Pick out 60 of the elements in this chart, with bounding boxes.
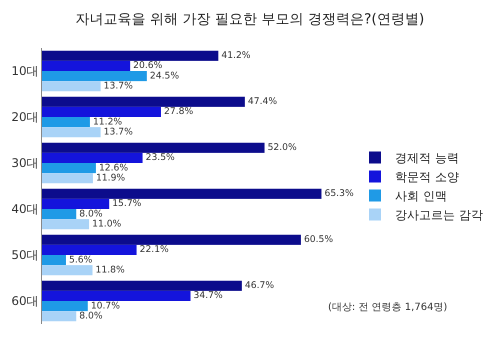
legend-label: 강사고르는 감각 [395, 208, 483, 222]
bar [42, 234, 301, 245]
bar [42, 280, 242, 291]
bar [42, 127, 101, 138]
bar [42, 106, 161, 117]
data-label: 13.7% [104, 80, 134, 92]
data-label: 27.8% [164, 106, 194, 118]
bar [42, 198, 110, 209]
bar [42, 142, 265, 153]
data-label: 10.7% [90, 300, 120, 312]
data-label: 20.6% [133, 60, 163, 72]
bar [42, 311, 76, 322]
bar [42, 60, 130, 71]
bar [42, 219, 90, 230]
data-label: 65.3% [324, 188, 354, 200]
bar [42, 290, 191, 301]
data-label: 15.7% [112, 198, 142, 210]
bar [42, 163, 96, 174]
bar [42, 81, 101, 92]
data-label: 11.9% [96, 172, 126, 184]
data-label: 46.7% [244, 280, 274, 292]
bar [42, 96, 245, 107]
y-tick-label: 30대 [11, 156, 39, 170]
data-label: 12.6% [98, 162, 128, 174]
y-tick-label: 10대 [11, 64, 39, 78]
bar [42, 173, 93, 184]
data-label: 60.5% [304, 234, 334, 246]
bar [42, 152, 143, 163]
bar [42, 117, 90, 128]
data-label: 24.5% [150, 70, 180, 82]
data-label: 41.2% [221, 50, 251, 62]
y-tick-label: 40대 [11, 202, 39, 216]
data-label: 34.7% [194, 290, 223, 302]
data-label: 11.0% [92, 218, 122, 230]
data-label: 52.0% [268, 142, 298, 154]
text: (대상: 전 연령층 1,764명) [328, 302, 448, 313]
chart-title: 자녀교육을 위해 가장 필요한 부모의 경쟁력은?(연령별) [76, 12, 424, 28]
data-label: 22.1% [140, 244, 170, 256]
legend-label: 학문적 소양 [395, 170, 459, 184]
bar [42, 265, 92, 276]
y-tick-label: 20대 [11, 110, 39, 124]
bar [42, 188, 322, 199]
data-label: 11.2% [92, 116, 122, 128]
bar [42, 301, 88, 312]
data-label: 11.8% [96, 264, 125, 276]
legend-label: 경제적 능력 [395, 151, 459, 166]
bar [42, 71, 147, 82]
data-label: 8.0% [79, 310, 103, 322]
data-label: 13.7% [104, 126, 134, 138]
bar [42, 50, 218, 61]
legend-label: 사회 인맥 [395, 189, 447, 204]
y-tick-label: 60대 [11, 294, 39, 308]
data-label: 47.4% [248, 96, 278, 108]
bar [42, 255, 66, 266]
bar [42, 244, 137, 255]
bar [42, 209, 76, 220]
data-label: 23.5% [146, 152, 176, 164]
data-label: 8.0% [79, 208, 103, 220]
y-tick-label: 50대 [11, 248, 39, 262]
data-label: 5.6% [68, 254, 93, 266]
